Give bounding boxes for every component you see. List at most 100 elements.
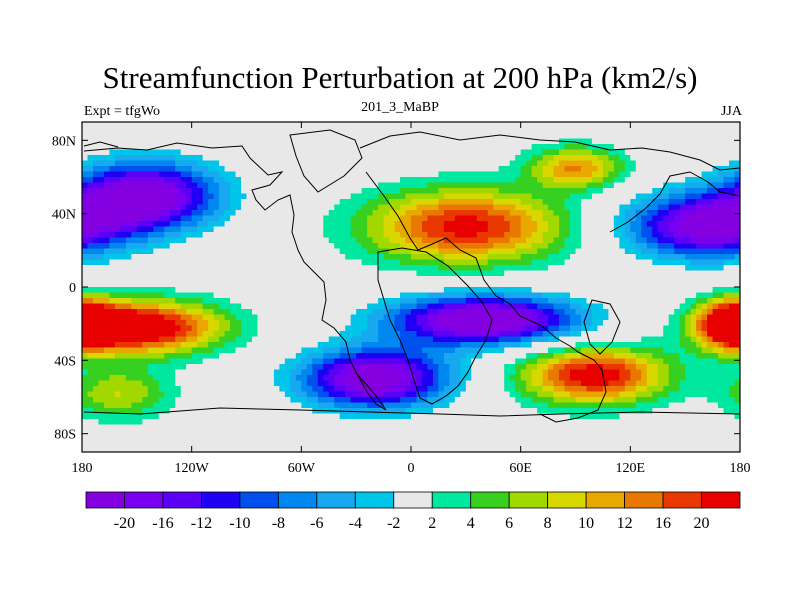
contour-cell [471,320,478,327]
contour-cell [120,182,127,189]
contour-cell [537,336,544,343]
contour-cell [548,276,555,283]
contour-cell [268,237,275,244]
contour-cell [334,325,341,332]
contour-cell [356,226,363,233]
contour-cell [405,188,412,195]
contour-cell [471,298,478,305]
contour-cell [487,248,494,255]
contour-cell [164,270,171,277]
contour-cell [268,199,275,206]
contour-cell [613,149,620,156]
contour-cell [125,331,132,338]
contour-cell [273,303,280,310]
contour-cell [361,259,368,266]
contour-cell [257,171,264,178]
contour-cell [449,331,456,338]
contour-cell [570,204,577,211]
contour-cell [230,342,237,349]
contour-cell [92,127,100,134]
contour-cell [624,210,631,217]
contour-cell [268,133,275,140]
contour-cell [504,210,511,217]
contour-cell [328,243,335,250]
contour-cell [306,215,313,222]
contour-cell [131,122,138,129]
contour-cell [427,232,434,239]
contour-cell [580,303,588,310]
contour-cell [487,127,494,134]
contour-cell [542,298,549,305]
contour-cell [356,122,363,129]
contour-cell [284,276,291,283]
contour-cell [635,314,642,321]
contour-cell [235,221,242,228]
contour-cell [411,320,418,327]
contour-cell [427,210,434,217]
contour-cell [323,193,330,200]
contour-cell [295,199,302,206]
contour-cell [493,204,500,211]
contour-cell [613,281,620,288]
contour-cell [82,270,89,277]
contour-cell [476,215,483,222]
contour-cell [520,265,527,272]
contour-cell [690,292,697,299]
contour-cell [454,259,461,266]
contour-cell [674,149,681,156]
contour-cell [443,155,450,162]
contour-cell [421,270,429,277]
contour-cell [718,199,725,206]
contour-cell [169,342,176,349]
contour-cell [120,199,127,206]
contour-cell [175,204,182,211]
contour-cell [663,232,670,239]
contour-cell [131,237,138,244]
contour-cell [235,171,242,178]
contour-cell [564,144,571,151]
contour-cell [504,166,511,173]
contour-cell [580,292,588,299]
contour-cell [235,347,242,354]
contour-cell [114,166,121,173]
contour-cell [449,281,456,288]
contour-cell [421,193,429,200]
contour-cell [624,331,631,338]
contour-cell [471,309,478,316]
contour-cell [432,177,440,184]
contour-cell [526,133,533,140]
contour-cell [465,254,472,261]
contour-cell [548,287,555,294]
contour-cell [548,127,555,134]
contour-cell [98,276,105,283]
contour-cell [109,221,116,228]
contour-cell [734,320,740,327]
contour-cell [230,149,237,156]
contour-cell [482,298,489,305]
contour-cell [142,221,149,228]
contour-cell [153,325,160,332]
contour-cell [570,160,577,167]
contour-cell [449,122,456,129]
contour-cell [295,182,302,189]
contour-cell [608,171,615,178]
contour-cell [641,160,648,167]
contour-cell [213,336,220,343]
contour-cell [635,292,642,299]
contour-cell [734,292,740,299]
contour-cell [246,314,253,321]
contour-cell [230,270,237,277]
contour-cell [696,177,703,184]
contour-cell [707,314,714,321]
contour-cell [164,232,171,239]
contour-cell [262,138,270,145]
contour-cell [685,303,692,310]
contour-cell [526,204,533,211]
contour-cell [328,336,335,343]
contour-cell [537,292,544,299]
contour-cell [586,276,593,283]
contour-cell [284,237,291,244]
contour-cell [559,243,566,250]
contour-cell [602,149,609,156]
contour-cell [158,248,165,255]
